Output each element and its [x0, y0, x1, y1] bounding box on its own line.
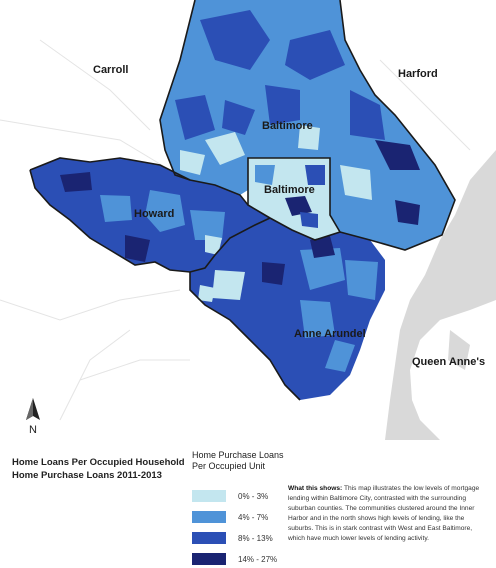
tracts-anne-arundel — [198, 236, 378, 372]
tracts-baltimore-city — [255, 165, 325, 228]
legend-swatch-1 — [192, 490, 226, 502]
label-carroll: Carroll — [93, 64, 129, 76]
legend-swatch-3 — [192, 532, 226, 544]
north-arrow-icon — [26, 398, 40, 420]
legend-swatch-2 — [192, 511, 226, 523]
background-roads — [0, 39, 471, 421]
queen-annes-land — [410, 300, 496, 440]
legend-swatch-4 — [192, 553, 226, 565]
tracts-howard — [60, 172, 225, 262]
label-baltimore-county: Baltimore — [262, 120, 313, 132]
map-canvas — [0, 0, 496, 440]
legend-label-4: 14% - 27% — [238, 554, 278, 564]
label-baltimore-city: Baltimore — [264, 184, 315, 196]
north-label: N — [29, 424, 37, 436]
legend-title-line2: Per Occupied Unit — [192, 461, 266, 471]
legend-item-3: 8% - 13% — [192, 532, 273, 544]
map-title-line2: Home Purchase Loans 2011-2013 — [12, 470, 162, 481]
legend-label-2: 4% - 7% — [238, 512, 269, 522]
legend-title-line1: Home Purchase Loans — [192, 450, 284, 460]
legend-label-1: 0% - 3% — [238, 491, 269, 501]
label-queen-annes: Queen Anne's — [412, 356, 486, 368]
county-borders — [29, 0, 456, 401]
map-title: Home Loans Per Occupied Household Home P… — [12, 456, 185, 482]
description-body: This map illustrates the low levels of m… — [288, 485, 480, 542]
legend-item-2: 4% - 7% — [192, 511, 268, 523]
label-howard: Howard — [134, 208, 175, 220]
legend-panel: Home Loans Per Occupied Household Home P… — [0, 440, 496, 568]
description-text: What this shows: This map illustrates th… — [288, 484, 484, 544]
legend-item-1: 0% - 3% — [192, 490, 268, 502]
water-inlet — [448, 330, 470, 370]
map-title-line1: Home Loans Per Occupied Household — [12, 457, 185, 468]
description-heading: What this shows: — [288, 485, 343, 492]
legend-item-4: 14% - 27% — [192, 553, 277, 565]
legend-label-3: 8% - 13% — [238, 533, 273, 543]
label-anne-arundel: Anne Arundel — [294, 328, 366, 340]
legend-title: Home Purchase Loans Per Occupied Unit — [192, 450, 284, 472]
tracts-baltimore-county — [175, 10, 420, 225]
label-harford: Harford — [398, 68, 438, 80]
